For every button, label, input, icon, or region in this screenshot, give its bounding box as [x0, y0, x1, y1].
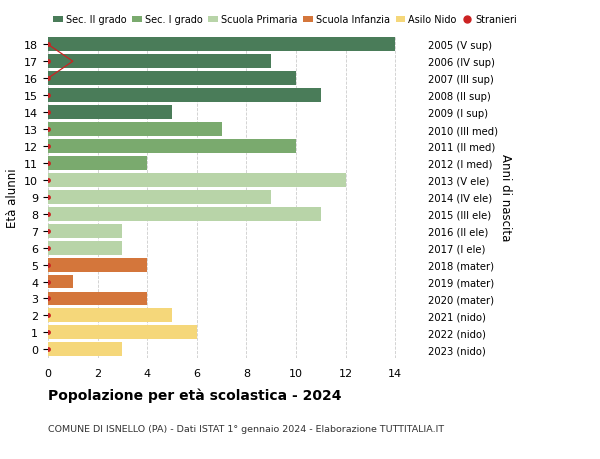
- Bar: [48, 174, 346, 187]
- Bar: [48, 309, 172, 323]
- Bar: [48, 326, 197, 340]
- Bar: [48, 292, 147, 306]
- Bar: [48, 224, 122, 238]
- Text: Popolazione per età scolastica - 2024: Popolazione per età scolastica - 2024: [48, 388, 341, 403]
- Bar: [48, 55, 271, 69]
- Legend: Sec. II grado, Sec. I grado, Scuola Primaria, Scuola Infanzia, Asilo Nido, Stran: Sec. II grado, Sec. I grado, Scuola Prim…: [53, 16, 517, 25]
- Y-axis label: Età alunni: Età alunni: [5, 168, 19, 227]
- Bar: [48, 275, 73, 289]
- Bar: [48, 157, 147, 170]
- Text: COMUNE DI ISNELLO (PA) - Dati ISTAT 1° gennaio 2024 - Elaborazione TUTTITALIA.IT: COMUNE DI ISNELLO (PA) - Dati ISTAT 1° g…: [48, 425, 444, 434]
- Bar: [48, 123, 221, 137]
- Bar: [48, 38, 395, 52]
- Y-axis label: Anni di nascita: Anni di nascita: [499, 154, 512, 241]
- Bar: [48, 241, 122, 255]
- Bar: [48, 207, 321, 221]
- Bar: [48, 72, 296, 86]
- Bar: [48, 258, 147, 272]
- Bar: [48, 140, 296, 154]
- Bar: [48, 190, 271, 204]
- Bar: [48, 106, 172, 120]
- Bar: [48, 89, 321, 103]
- Bar: [48, 342, 122, 357]
